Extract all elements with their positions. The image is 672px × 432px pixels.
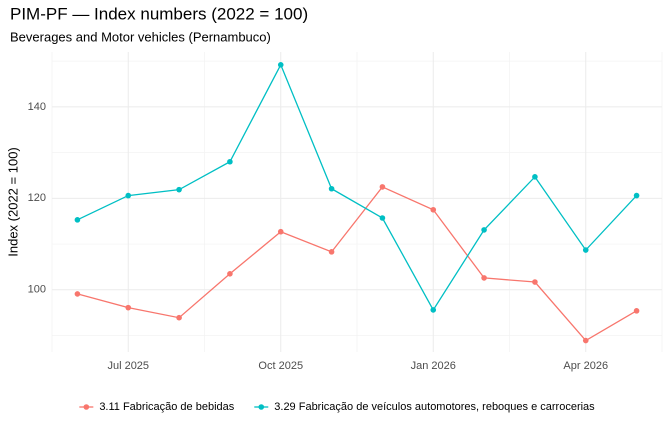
series-line <box>77 63 638 312</box>
data-point <box>277 228 284 235</box>
grid <box>51 52 663 352</box>
data-point <box>74 291 81 297</box>
legend-label: 3.29 Fabricação de veículos automotores,… <box>274 401 595 413</box>
data-point <box>582 247 589 253</box>
data-point <box>532 174 538 180</box>
x-tick-label: Jul 2025 <box>107 360 149 372</box>
data-point <box>430 307 437 313</box>
x-tick-label: Oct 2025 <box>258 360 303 372</box>
y-tick-label: 100 <box>28 284 46 296</box>
data-point <box>227 270 233 277</box>
chart-title: PIM-PF — Index numbers (2022 = 100) <box>10 4 308 23</box>
data-point <box>277 62 284 68</box>
data-point <box>481 275 487 281</box>
data-point <box>227 158 233 165</box>
data-point <box>125 192 132 199</box>
chart-subtitle: Beverages and Motor vehicles (Pernambuco… <box>10 29 271 44</box>
data-point <box>176 314 182 321</box>
legend-label: 3.11 Fabricação de bebidas <box>99 401 234 413</box>
x-tick-label: Jan 2026 <box>411 360 456 372</box>
data-point <box>328 185 335 192</box>
data-point <box>633 192 640 199</box>
data-point <box>481 227 487 233</box>
data-point <box>176 186 182 193</box>
data-point <box>633 308 640 314</box>
series-line <box>77 186 637 342</box>
data-point <box>74 217 81 223</box>
data-point <box>379 184 386 190</box>
data-point <box>430 206 437 213</box>
y-axis-label: Index (2022 = 100) <box>5 147 20 257</box>
x-tick-label: Apr 2026 <box>563 360 608 372</box>
data-point <box>582 337 589 344</box>
data-point <box>125 304 132 311</box>
y-tick-label: 140 <box>28 101 46 113</box>
data-point <box>379 215 386 221</box>
data-point <box>328 249 335 255</box>
data-point <box>532 279 538 285</box>
y-tick-label: 120 <box>28 192 46 204</box>
